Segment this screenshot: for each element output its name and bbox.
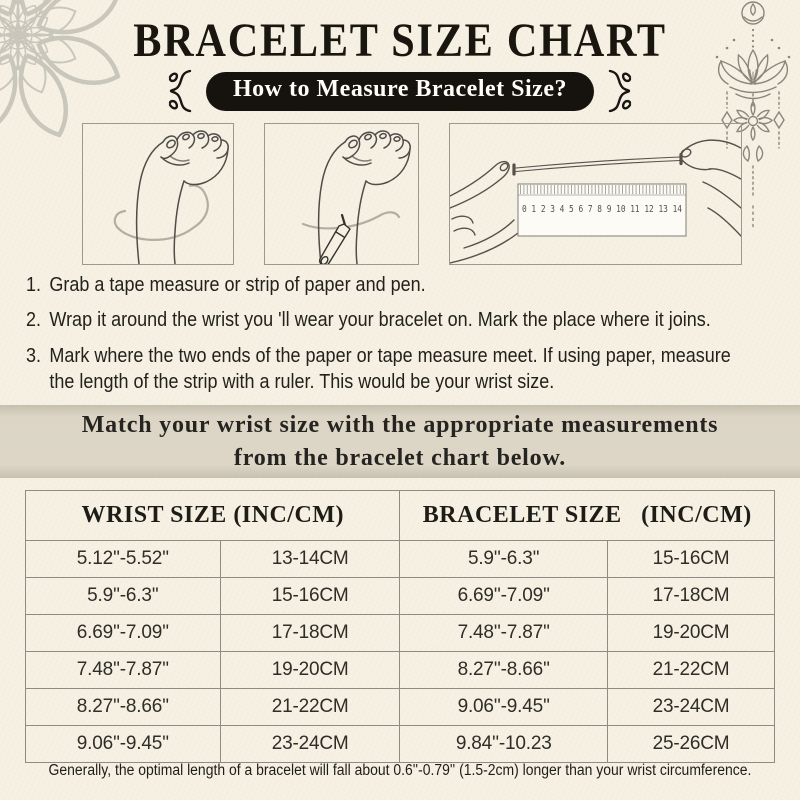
table-row: 5.12''-5.52'' 13-14CM 5.9''-6.3'' 15-16C… [25, 540, 776, 578]
table-cell: 21-22CM [219, 688, 401, 726]
how-to-measure-banner: How to Measure Bracelet Size? [0, 69, 800, 113]
table-cell: 13-14CM [219, 540, 401, 578]
table-cell: 25-26CM [606, 725, 776, 763]
step-number: 2. [26, 309, 42, 332]
step-text: Mark where the two ends of the paper or … [49, 344, 731, 394]
table-cell: 17-18CM [219, 614, 401, 652]
page-title: BRACELET SIZE CHART [133, 14, 667, 67]
table-cell: 9.84''-10.23 [399, 725, 608, 763]
table-cell: 5.12''-5.52'' [25, 540, 221, 578]
banner-line-2: from the bracelet chart below. [233, 444, 567, 471]
table-cell: 23-24CM [606, 688, 776, 726]
step-3: 3. Mark where the two ends of the paper … [26, 343, 780, 396]
mandala-flower-icon [0, 0, 153, 170]
table-cell: 7.48''-7.87'' [399, 614, 608, 652]
bracelet-size-header: BRACELET SIZE (INC/CM) [399, 490, 775, 541]
step-number: 1. [26, 274, 42, 296]
banner-line-1: Match your wrist size with the appropria… [81, 412, 719, 439]
footer-note: Generally, the optimal length of a brace… [48, 762, 752, 779]
how-to-measure-badge: How to Measure Bracelet Size? [206, 71, 594, 111]
step-1: 1. Grab a tape measure or strip of paper… [26, 272, 780, 298]
brace-right-icon [608, 69, 632, 113]
table-row: 5.9''-6.3'' 15-16CM 6.69''-7.09'' 17-18C… [25, 577, 776, 615]
illustration-wrap-tape [82, 123, 234, 265]
illustration-mark-pen [264, 123, 419, 265]
step-text: Wrap it around the wrist you 'll wear yo… [49, 309, 711, 332]
table-cell: 8.27''-8.66'' [399, 651, 608, 689]
step-2: 2. Wrap it around the wrist you 'll wear… [26, 307, 780, 333]
table-cell: 17-18CM [606, 577, 776, 615]
table-cell: 15-16CM [606, 540, 776, 578]
illustration-ruler-measure: 0 1 2 3 4 5 6 7 8 9 10 11 12 13 14 [449, 123, 742, 265]
steps-list: 1. Grab a tape measure or strip of paper… [26, 272, 780, 405]
match-size-banner: Match your wrist size with the appropria… [0, 405, 800, 478]
table-cell: 6.69''-7.09'' [399, 577, 608, 615]
table-cell: 19-20CM [219, 651, 401, 689]
table-cell: 9.06''-9.45'' [25, 725, 221, 763]
measuring-illustrations: 0 1 2 3 4 5 6 7 8 9 10 11 12 13 14 [82, 123, 742, 265]
table-cell: 19-20CM [606, 614, 776, 652]
table-row: 9.06''-9.45'' 23-24CM 9.84''-10.23 25-26… [25, 725, 776, 763]
table-cell: 15-16CM [219, 577, 401, 615]
lotus-ornament-icon [715, 1, 791, 229]
table-row: 6.69''-7.09'' 17-18CM 7.48''-7.87'' 19-2… [25, 614, 776, 652]
step-text: Grab a tape measure or strip of paper an… [49, 274, 426, 296]
table-header-row: WRIST SIZE (INC/CM) BRACELET SIZE (INC/C… [24, 490, 775, 541]
table-cell: 23-24CM [219, 725, 401, 763]
table-row: 8.27''-8.66'' 21-22CM 9.06''-9.45'' 23-2… [25, 688, 776, 726]
table-cell: 5.9''-6.3'' [25, 577, 221, 615]
step-number: 3. [26, 344, 42, 367]
table-cell: 9.06''-9.45'' [399, 688, 608, 726]
table-row: 7.48''-7.87'' 19-20CM 8.27''-8.66'' 21-2… [25, 651, 776, 689]
ruler-numbers: 0 1 2 3 4 5 6 7 8 9 10 11 12 13 14 [522, 204, 682, 215]
brace-left-icon [168, 69, 192, 113]
size-chart-table: WRIST SIZE (INC/CM) BRACELET SIZE (INC/C… [24, 490, 776, 763]
wrist-size-header: WRIST SIZE (INC/CM) [24, 490, 401, 541]
table-cell: 6.69''-7.09'' [25, 614, 221, 652]
table-cell: 8.27''-8.66'' [25, 688, 221, 726]
table-cell: 7.48''-7.87'' [25, 651, 221, 689]
size-chart: WRIST SIZE (INC/CM) BRACELET SIZE (INC/C… [24, 490, 776, 763]
table-cell: 5.9''-6.3'' [399, 540, 608, 578]
table-cell: 21-22CM [606, 651, 776, 689]
